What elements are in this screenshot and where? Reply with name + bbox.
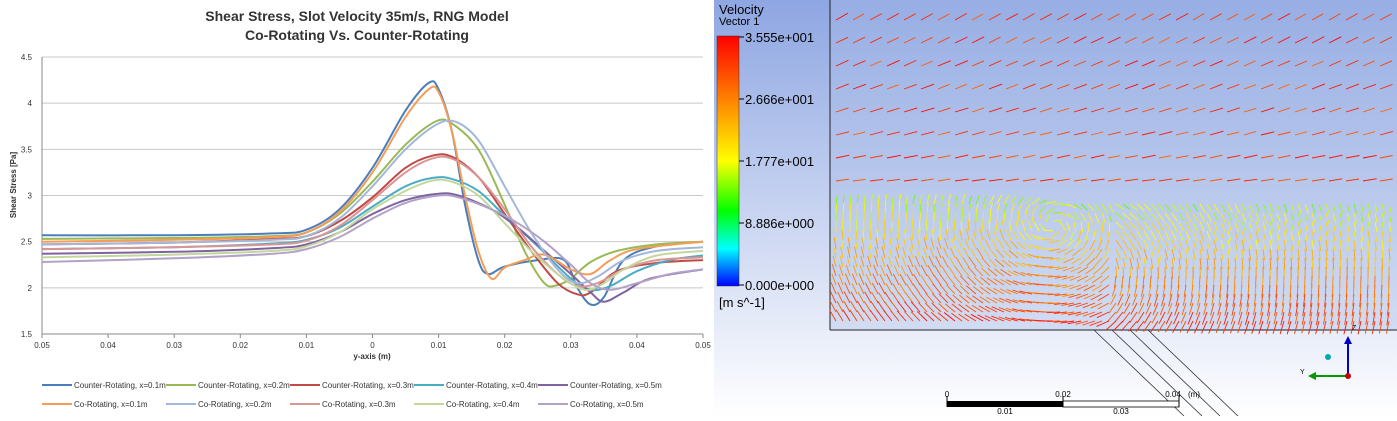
series-line — [42, 154, 703, 295]
series-line — [42, 119, 703, 286]
velocity-vector — [912, 221, 913, 232]
legend-unit: [m s^-1] — [719, 295, 765, 310]
velocity-vector — [899, 221, 900, 231]
legend-entry: Counter-Rotating, x=0.1m — [74, 381, 166, 390]
x-tick-label: 0.04 — [100, 341, 116, 350]
color-bar-tick-label: 8.886e+000 — [745, 216, 814, 231]
legend-entry: Co-Rotating, x=0.4m — [446, 400, 520, 409]
y-tick-label: 3 — [28, 192, 33, 201]
legend-title: Velocity — [719, 2, 764, 17]
scale-minor-tick-label: 0.03 — [1113, 407, 1129, 416]
x-tick-label: 0.02 — [233, 341, 249, 350]
chart-subtitle: Co-Rotating Vs. Counter-Rotating — [245, 27, 469, 43]
x-tick-label: 0.04 — [629, 341, 645, 350]
velocity-vector — [990, 212, 991, 222]
legend-entry: Co-Rotating, x=0.5m — [570, 400, 644, 409]
velocity-vector-panel: Velocity Vector 1 3.555e+001 2.666e+001 … — [714, 0, 1397, 416]
x-tick-label: 0.01 — [299, 341, 315, 350]
velocity-vector — [926, 221, 927, 231]
x-tick-label: 0.03 — [563, 341, 579, 350]
x-axis-label: y-axis (m) — [353, 352, 391, 361]
y-tick-label: 2 — [28, 284, 33, 293]
svg-text:Y: Y — [1300, 369, 1305, 376]
velocity-vector — [983, 212, 984, 222]
x-tick-label: 0.02 — [497, 341, 513, 350]
legend-entry: Co-Rotating, x=0.1m — [74, 400, 148, 409]
velocity-vector — [892, 221, 893, 231]
y-tick-label: 1.5 — [21, 330, 33, 339]
legend-entry: Co-Rotating, x=0.2m — [198, 400, 272, 409]
velocity-vector — [885, 220, 886, 231]
velocity-vector — [969, 212, 970, 222]
scale-minor-tick-label: 0.01 — [997, 407, 1013, 416]
velocity-vector — [976, 212, 977, 222]
chart-title: Shear Stress, Slot Velocity 35m/s, RNG M… — [205, 8, 508, 24]
color-bar-tick-label: 3.555e+001 — [745, 30, 814, 45]
color-bar — [717, 36, 739, 286]
legend-entry: Counter-Rotating, x=0.2m — [198, 381, 290, 390]
x-tick-label: 0.01 — [431, 341, 447, 350]
y-tick-label: 2.5 — [21, 238, 33, 247]
velocity-vector — [878, 220, 879, 231]
svg-text:Z: Z — [1352, 325, 1357, 332]
scale-unit: (m) — [1188, 390, 1200, 399]
velocity-vector — [919, 221, 920, 231]
scale-tick-label: 0.04 — [1165, 390, 1181, 399]
legend-entry: Counter-Rotating, x=0.5m — [570, 381, 662, 390]
velocity-vector — [905, 221, 906, 232]
x-tick-label: 0.03 — [166, 341, 182, 350]
y-tick-label: 3.5 — [21, 145, 33, 154]
color-bar-tick-label: 2.666e+001 — [745, 92, 814, 107]
y-tick-label: 4 — [28, 99, 33, 108]
legend-variable: Vector 1 — [719, 16, 759, 28]
series-line — [42, 81, 703, 305]
x-tick-label: 0 — [370, 341, 375, 350]
x-tick-label: 0.05 — [34, 341, 50, 350]
y-axis-label: Shear Stress [Pa] — [9, 152, 18, 219]
color-bar-tick-label: 1.777e+001 — [745, 154, 814, 169]
scale-tick-label: 0.02 — [1055, 390, 1071, 399]
legend-entry: Counter-Rotating, x=0.3m — [322, 381, 414, 390]
shear-stress-chart-panel: Shear Stress, Slot Velocity 35m/s, RNG M… — [0, 0, 714, 416]
x-tick-label: 0.05 — [695, 341, 711, 350]
velocity-vector-plot: Velocity Vector 1 3.555e+001 2.666e+001 … — [714, 0, 1397, 416]
color-bar-tick-label: 0.000e+000 — [745, 278, 814, 293]
y-tick-label: 4.5 — [21, 53, 33, 62]
series-line — [42, 157, 703, 287]
scale-tick-label: 0 — [945, 390, 950, 399]
shear-stress-chart: Shear Stress, Slot Velocity 35m/s, RNG M… — [0, 0, 714, 416]
legend-entry: Counter-Rotating, x=0.4m — [446, 381, 538, 390]
legend-entry: Co-Rotating, x=0.3m — [322, 400, 396, 409]
velocity-vector — [1042, 240, 1053, 241]
